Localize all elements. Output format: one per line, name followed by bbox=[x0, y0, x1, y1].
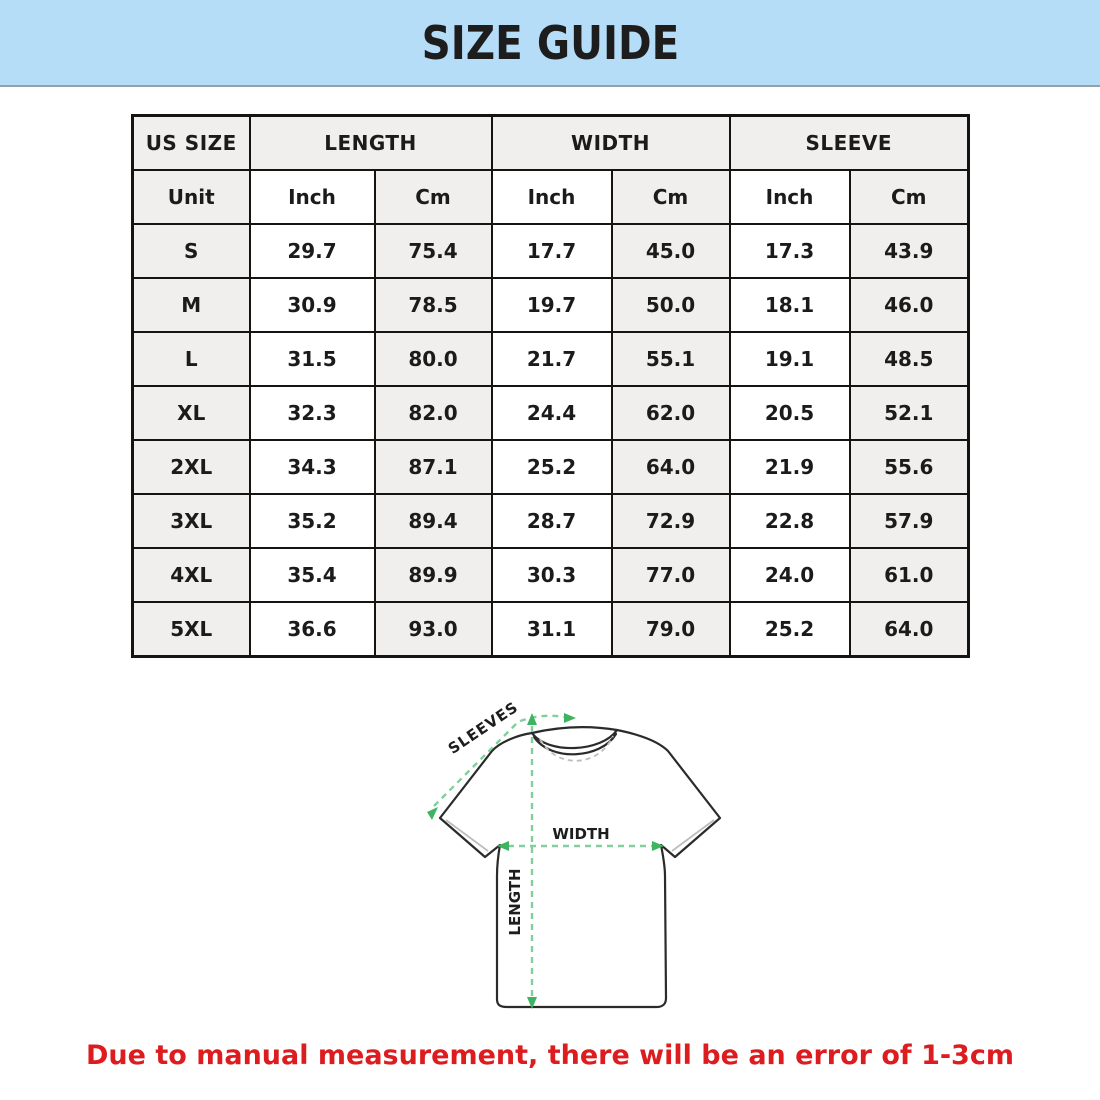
length-label: LENGTH bbox=[506, 868, 524, 935]
group-header-width: WIDTH bbox=[490, 114, 731, 171]
size-cell: L bbox=[131, 331, 251, 387]
unit-header-cell: Inch bbox=[490, 169, 613, 225]
value-cell: 55.6 bbox=[848, 439, 970, 495]
table-row: 4XL 35.4 89.9 30.3 77.0 24.0 61.0 bbox=[131, 547, 970, 603]
unit-header-cell: Cm bbox=[373, 169, 493, 225]
value-cell: 21.7 bbox=[490, 331, 613, 387]
table-row: S 29.7 75.4 17.7 45.0 17.3 43.9 bbox=[131, 223, 970, 279]
seam-lines bbox=[445, 735, 715, 852]
tshirt-svg: SLEEVES WIDTH LENGTH bbox=[427, 698, 722, 1009]
value-cell: 52.1 bbox=[848, 385, 970, 441]
table-row: 5XL 36.6 93.0 31.1 79.0 25.2 64.0 bbox=[131, 601, 970, 658]
size-cell: S bbox=[131, 223, 251, 279]
group-header-length: LENGTH bbox=[248, 114, 493, 171]
value-cell: 93.0 bbox=[373, 601, 493, 658]
value-cell: 87.1 bbox=[373, 439, 493, 495]
value-cell: 45.0 bbox=[610, 223, 731, 279]
value-cell: 34.3 bbox=[248, 439, 376, 495]
value-cell: 46.0 bbox=[848, 277, 970, 333]
measurement-disclaimer: Due to manual measurement, there will be… bbox=[86, 1040, 1014, 1071]
value-cell: 62.0 bbox=[610, 385, 731, 441]
unit-header-cell: Cm bbox=[848, 169, 970, 225]
arrow-right2-icon bbox=[564, 713, 576, 723]
value-cell: 20.5 bbox=[728, 385, 851, 441]
size-table: US SIZE LENGTH WIDTH SLEEVE Unit Inch Cm… bbox=[131, 114, 971, 658]
width-label: WIDTH bbox=[552, 825, 609, 843]
unit-header-cell: Inch bbox=[728, 169, 851, 225]
value-cell: 82.0 bbox=[373, 385, 493, 441]
tshirt-outline bbox=[438, 726, 722, 1009]
value-cell: 21.9 bbox=[728, 439, 851, 495]
arrow-head-icons bbox=[427, 713, 664, 1009]
group-header-row: US SIZE LENGTH WIDTH SLEEVE bbox=[131, 114, 970, 171]
value-cell: 19.1 bbox=[728, 331, 851, 387]
arrow-down-icon bbox=[527, 997, 537, 1009]
value-cell: 30.9 bbox=[248, 277, 376, 333]
value-cell: 24.4 bbox=[490, 385, 613, 441]
value-cell: 61.0 bbox=[848, 547, 970, 603]
value-cell: 17.7 bbox=[490, 223, 613, 279]
value-cell: 25.2 bbox=[728, 601, 851, 658]
size-cell: 2XL bbox=[131, 439, 251, 495]
value-cell: 48.5 bbox=[848, 331, 970, 387]
banner: SIZE GUIDE bbox=[0, 0, 1100, 87]
table-row: 3XL 35.2 89.4 28.7 72.9 22.8 57.9 bbox=[131, 493, 970, 549]
value-cell: 57.9 bbox=[848, 493, 970, 549]
value-cell: 17.3 bbox=[728, 223, 851, 279]
value-cell: 35.2 bbox=[248, 493, 376, 549]
value-cell: 55.1 bbox=[610, 331, 731, 387]
arrow-up-icon bbox=[527, 713, 537, 725]
value-cell: 64.0 bbox=[848, 601, 970, 658]
table-row: L 31.5 80.0 21.7 55.1 19.1 48.5 bbox=[131, 331, 970, 387]
unit-header-cell: Inch bbox=[248, 169, 376, 225]
arrow-downleft-icon bbox=[427, 807, 438, 820]
value-cell: 18.1 bbox=[728, 277, 851, 333]
size-cell: M bbox=[131, 277, 251, 333]
value-cell: 64.0 bbox=[610, 439, 731, 495]
value-cell: 36.6 bbox=[248, 601, 376, 658]
unit-header-cell: Unit bbox=[131, 169, 251, 225]
value-cell: 28.7 bbox=[490, 493, 613, 549]
group-header-sleeve: SLEEVE bbox=[728, 114, 970, 171]
page-title: SIZE GUIDE bbox=[421, 15, 679, 70]
table-row: M 30.9 78.5 19.7 50.0 18.1 46.0 bbox=[131, 277, 970, 333]
table-row: XL 32.3 82.0 24.4 62.0 20.5 52.1 bbox=[131, 385, 970, 441]
arrow-left-icon bbox=[497, 841, 509, 851]
value-cell: 22.8 bbox=[728, 493, 851, 549]
value-cell: 50.0 bbox=[610, 277, 731, 333]
value-cell: 72.9 bbox=[610, 493, 731, 549]
value-cell: 35.4 bbox=[248, 547, 376, 603]
size-cell: 5XL bbox=[131, 601, 251, 658]
value-cell: 31.5 bbox=[248, 331, 376, 387]
unit-header-cell: Cm bbox=[610, 169, 731, 225]
value-cell: 25.2 bbox=[490, 439, 613, 495]
size-cell: 4XL bbox=[131, 547, 251, 603]
value-cell: 89.4 bbox=[373, 493, 493, 549]
arrow-right-icon bbox=[652, 841, 664, 851]
size-cell: XL bbox=[131, 385, 251, 441]
table-row: 2XL 34.3 87.1 25.2 64.0 21.9 55.6 bbox=[131, 439, 970, 495]
group-header-us-size: US SIZE bbox=[131, 114, 251, 171]
value-cell: 80.0 bbox=[373, 331, 493, 387]
value-cell: 89.9 bbox=[373, 547, 493, 603]
size-cell: 3XL bbox=[131, 493, 251, 549]
value-cell: 29.7 bbox=[248, 223, 376, 279]
value-cell: 24.0 bbox=[728, 547, 851, 603]
value-cell: 19.7 bbox=[490, 277, 613, 333]
value-cell: 79.0 bbox=[610, 601, 731, 658]
value-cell: 77.0 bbox=[610, 547, 731, 603]
tshirt-diagram: SLEEVES WIDTH LENGTH bbox=[390, 690, 790, 1040]
unit-header-row: Unit Inch Cm Inch Cm Inch Cm bbox=[131, 169, 970, 225]
value-cell: 30.3 bbox=[490, 547, 613, 603]
value-cell: 32.3 bbox=[248, 385, 376, 441]
value-cell: 43.9 bbox=[848, 223, 970, 279]
measure-dashed-lines bbox=[433, 714, 653, 996]
value-cell: 78.5 bbox=[373, 277, 493, 333]
value-cell: 31.1 bbox=[490, 601, 613, 658]
value-cell: 75.4 bbox=[373, 223, 493, 279]
